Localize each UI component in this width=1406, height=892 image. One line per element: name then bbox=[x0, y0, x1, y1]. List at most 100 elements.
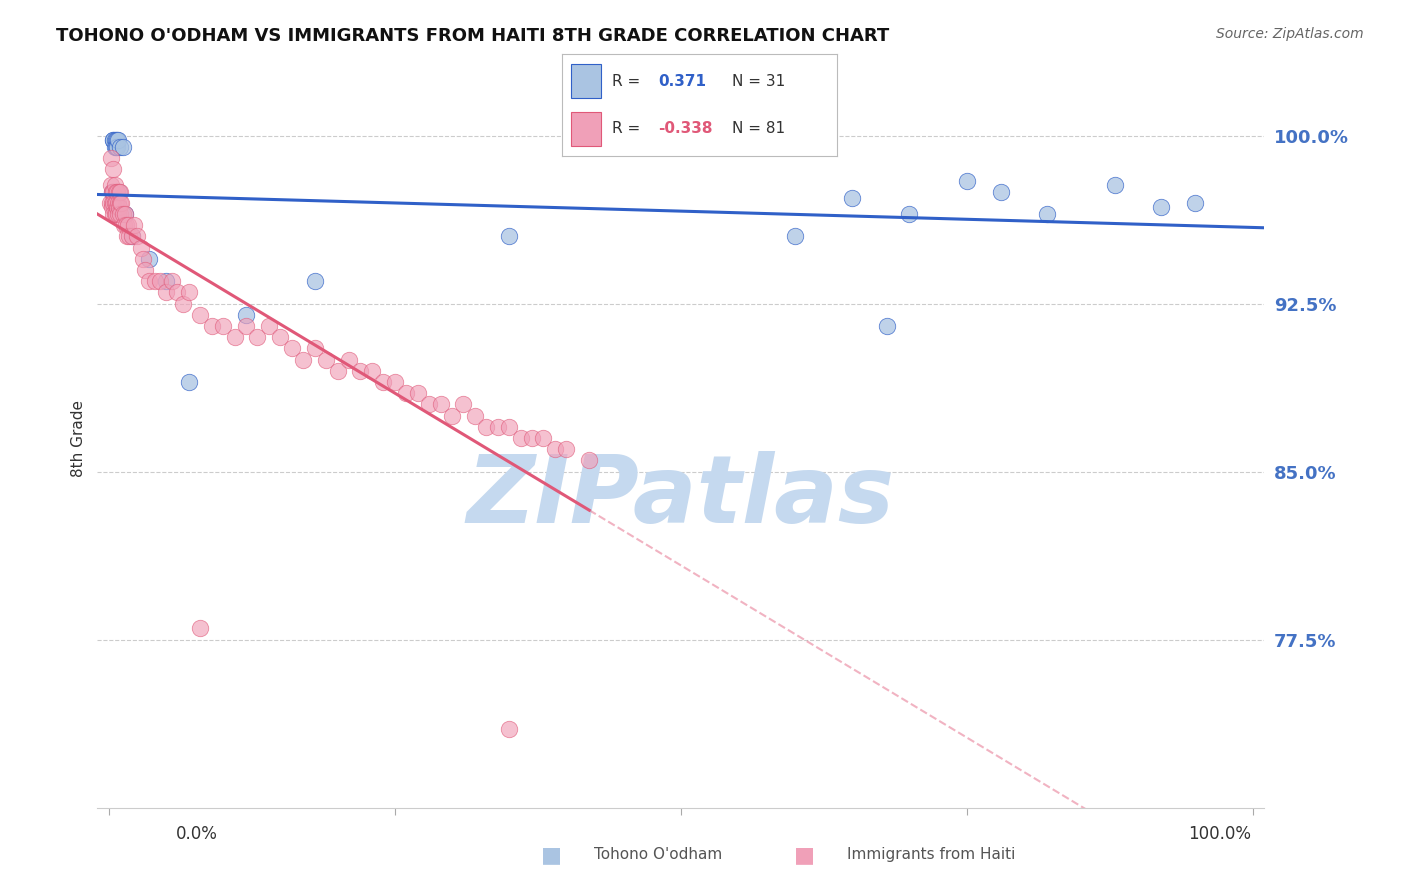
Point bbox=[177, 375, 200, 389]
Text: N = 81: N = 81 bbox=[733, 121, 786, 136]
Point bbox=[166, 285, 188, 300]
Point bbox=[104, 133, 127, 147]
Point bbox=[177, 285, 200, 300]
Point bbox=[104, 185, 127, 199]
Point bbox=[115, 229, 138, 244]
Point bbox=[110, 195, 132, 210]
Point bbox=[418, 397, 440, 411]
Bar bbox=[571, 112, 600, 145]
Point bbox=[373, 375, 395, 389]
Point bbox=[1035, 207, 1057, 221]
Point bbox=[103, 133, 125, 147]
Point bbox=[105, 133, 128, 147]
Point bbox=[101, 185, 124, 199]
Text: 0.0%: 0.0% bbox=[176, 825, 218, 843]
Point bbox=[160, 274, 183, 288]
Point bbox=[115, 219, 138, 233]
Point bbox=[103, 178, 125, 192]
Point bbox=[118, 229, 141, 244]
Point bbox=[475, 420, 498, 434]
Point bbox=[98, 195, 121, 210]
Point bbox=[235, 319, 257, 334]
Point bbox=[114, 207, 136, 221]
Point bbox=[149, 274, 172, 288]
Point bbox=[107, 133, 129, 147]
Point bbox=[103, 195, 125, 210]
Point bbox=[578, 453, 600, 467]
Text: ■: ■ bbox=[541, 846, 562, 865]
Point bbox=[520, 431, 543, 445]
Point bbox=[108, 200, 131, 214]
Text: ■: ■ bbox=[794, 846, 815, 865]
Point bbox=[103, 133, 125, 147]
Text: Source: ZipAtlas.com: Source: ZipAtlas.com bbox=[1216, 27, 1364, 41]
Point bbox=[103, 140, 125, 154]
Text: Immigrants from Haiti: Immigrants from Haiti bbox=[846, 847, 1015, 862]
Point bbox=[105, 140, 128, 154]
Point bbox=[498, 229, 520, 244]
Text: R =: R = bbox=[612, 121, 640, 136]
Point bbox=[111, 140, 134, 154]
Point bbox=[785, 229, 807, 244]
Text: -0.338: -0.338 bbox=[658, 121, 713, 136]
Point bbox=[201, 319, 224, 334]
Point bbox=[1184, 195, 1206, 210]
Point bbox=[841, 191, 863, 205]
Text: Tohono O'odham: Tohono O'odham bbox=[593, 847, 723, 862]
Point bbox=[111, 207, 134, 221]
Point bbox=[315, 352, 337, 367]
Point bbox=[110, 207, 132, 221]
Point bbox=[509, 431, 531, 445]
Point bbox=[110, 140, 132, 154]
Point bbox=[105, 200, 128, 214]
Point bbox=[117, 219, 139, 233]
Point bbox=[101, 185, 124, 199]
Point bbox=[544, 442, 567, 457]
Point bbox=[876, 319, 898, 334]
Text: 0.371: 0.371 bbox=[658, 74, 706, 88]
Point bbox=[212, 319, 235, 334]
Point bbox=[121, 229, 143, 244]
Point bbox=[143, 274, 166, 288]
Point bbox=[101, 195, 124, 210]
Point bbox=[103, 185, 125, 199]
Point bbox=[898, 207, 921, 221]
Text: 100.0%: 100.0% bbox=[1188, 825, 1251, 843]
Bar bbox=[571, 64, 600, 97]
Text: R =: R = bbox=[612, 74, 640, 88]
Point bbox=[138, 274, 160, 288]
Point bbox=[108, 185, 131, 199]
Point bbox=[440, 409, 463, 423]
Point bbox=[384, 375, 406, 389]
Point bbox=[304, 342, 326, 356]
Point bbox=[129, 241, 152, 255]
Point bbox=[453, 397, 475, 411]
Text: TOHONO O'ODHAM VS IMMIGRANTS FROM HAITI 8TH GRADE CORRELATION CHART: TOHONO O'ODHAM VS IMMIGRANTS FROM HAITI … bbox=[56, 27, 890, 45]
Point bbox=[429, 397, 451, 411]
Point bbox=[108, 185, 131, 199]
Point bbox=[103, 207, 125, 221]
Point bbox=[155, 285, 177, 300]
Point bbox=[269, 330, 291, 344]
Point bbox=[395, 386, 418, 401]
Point bbox=[304, 274, 326, 288]
Point bbox=[956, 173, 979, 187]
Point bbox=[1104, 178, 1126, 192]
Point bbox=[112, 219, 135, 233]
Point bbox=[360, 364, 382, 378]
Point bbox=[103, 133, 125, 147]
Point bbox=[235, 308, 257, 322]
Point bbox=[349, 364, 371, 378]
Point bbox=[533, 431, 555, 445]
Point bbox=[110, 185, 132, 199]
Point bbox=[104, 207, 127, 221]
Point bbox=[464, 409, 486, 423]
Point bbox=[103, 162, 125, 177]
Point bbox=[555, 442, 578, 457]
Point bbox=[105, 185, 128, 199]
Point bbox=[486, 420, 509, 434]
Point bbox=[107, 207, 129, 221]
Point bbox=[1150, 200, 1173, 214]
Point bbox=[172, 296, 194, 310]
Point bbox=[246, 330, 269, 344]
